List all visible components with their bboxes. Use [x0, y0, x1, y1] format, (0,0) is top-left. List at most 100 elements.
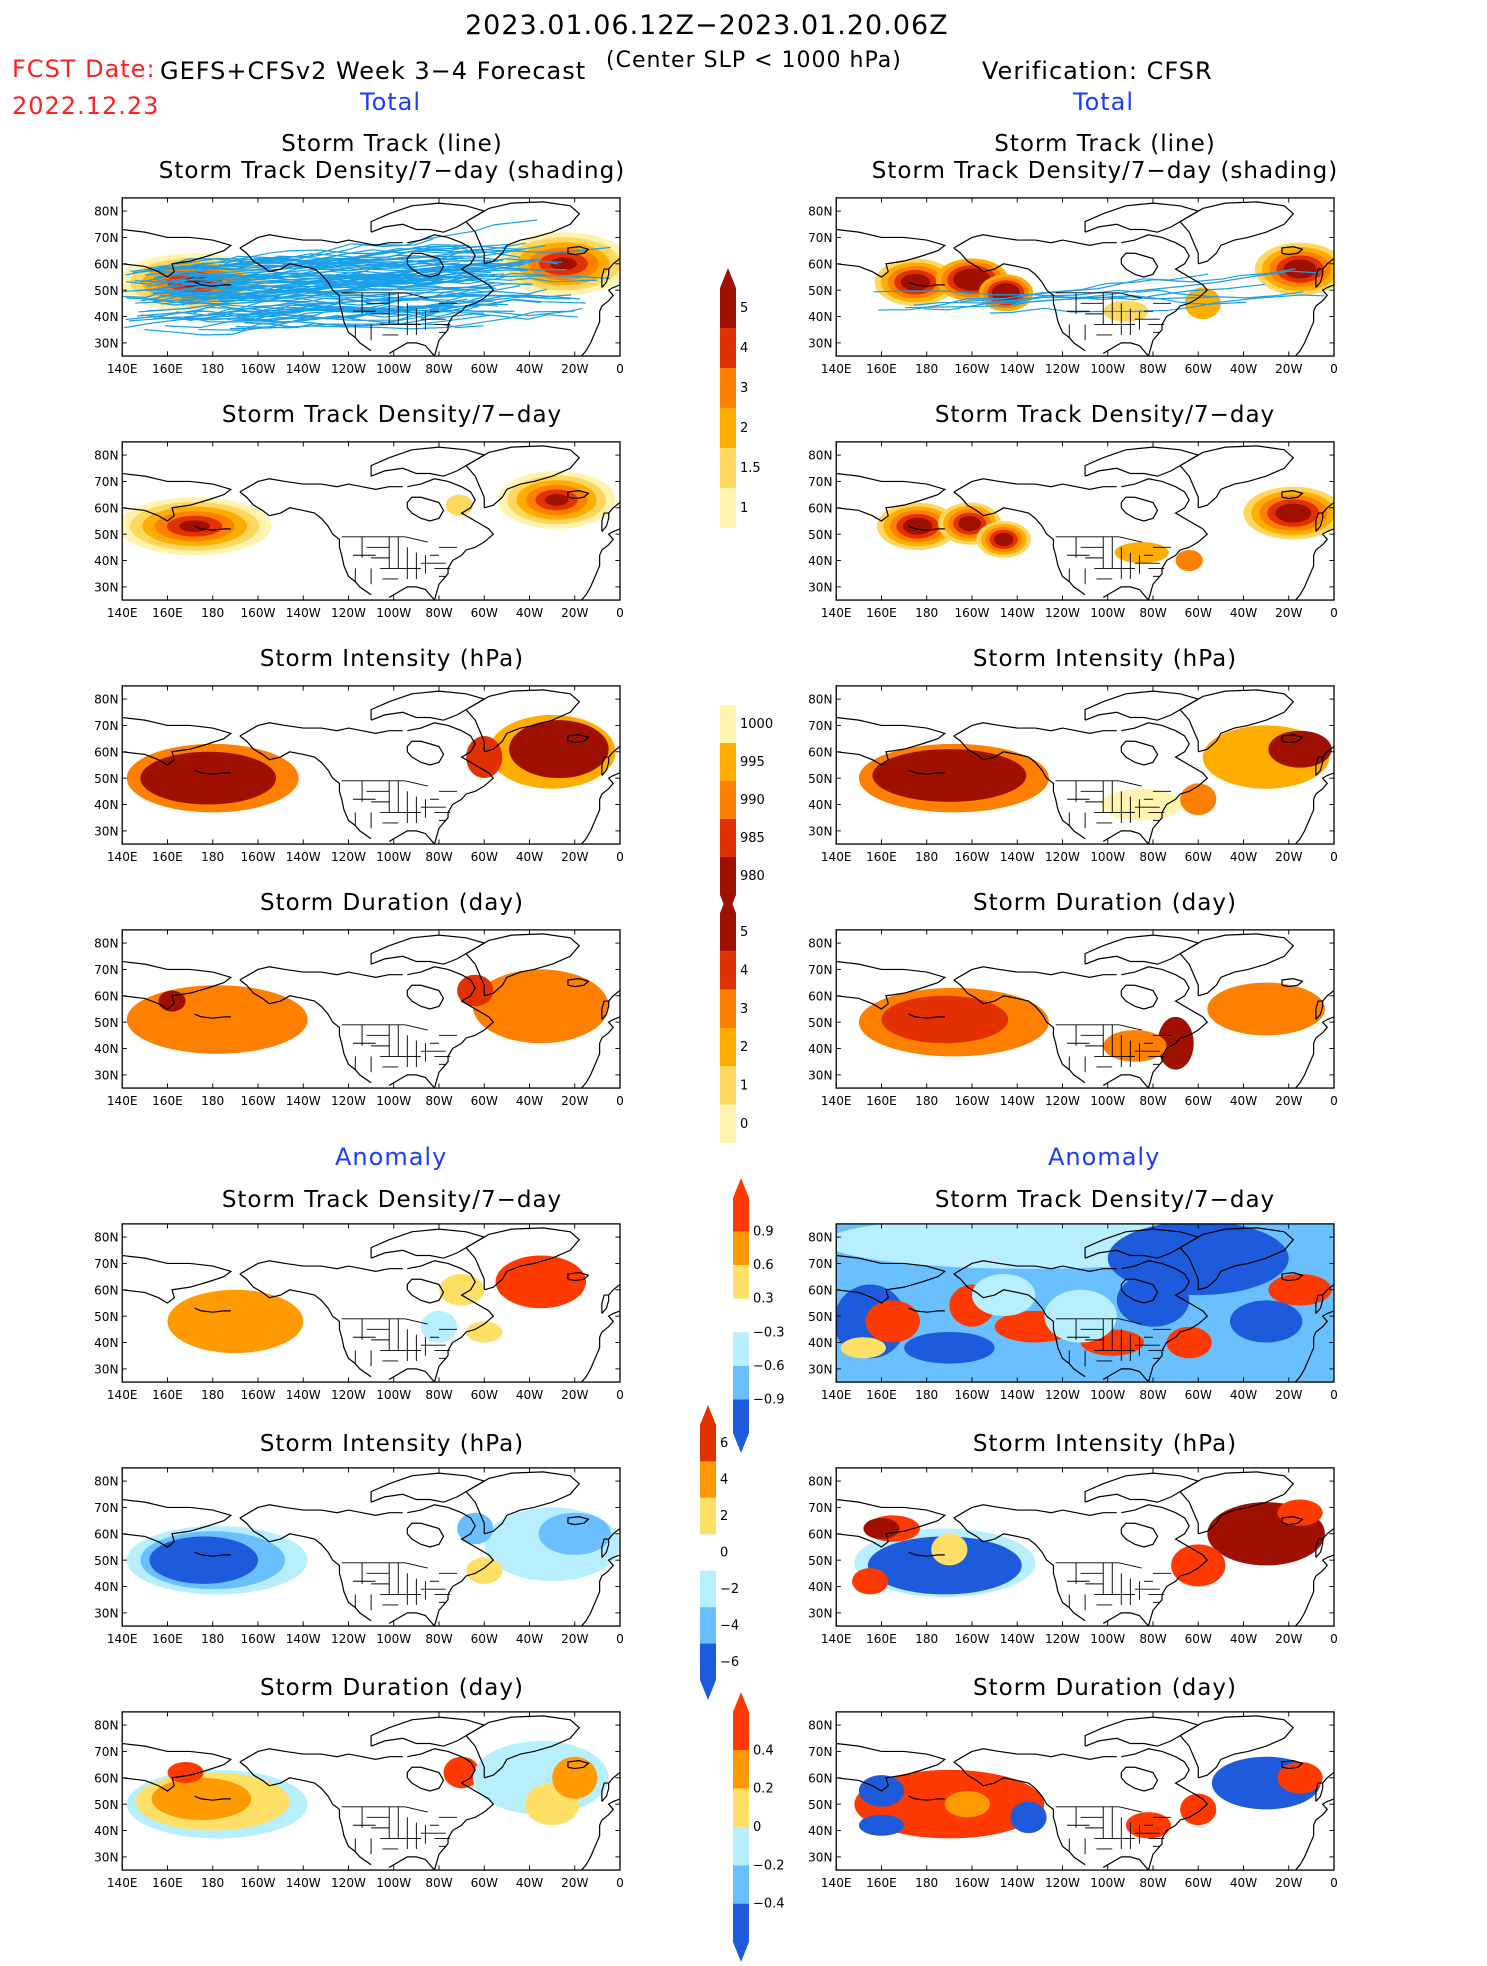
- title-intensity-left: Storm Intensity (hPa): [259, 646, 525, 672]
- lat-tick-label: 50N: [94, 772, 118, 786]
- lon-tick-label: 0: [616, 362, 624, 376]
- lon-tick-label: 160W: [954, 1094, 989, 1108]
- lat-tick-label: 80N: [94, 1719, 118, 1733]
- lon-tick-label: 180: [201, 850, 224, 864]
- lon-tick-label: 20W: [561, 1632, 588, 1646]
- colorbar-label: 0.9: [753, 1225, 774, 1240]
- lon-tick-label: 60W: [471, 362, 498, 376]
- map-panel: 140E 160E 180 160W 140W 120W 100W 80W 60W 40W 20W 0…: [808, 1461, 1338, 1659]
- lat-tick-label: 40N: [808, 1042, 832, 1056]
- lat-tick-label: 60N: [808, 501, 832, 515]
- lat-tick-label: 60N: [94, 1283, 118, 1297]
- colorbar-density: 5 4 3 2 1.5 1: [720, 268, 790, 552]
- lon-tick-label: 120W: [331, 606, 366, 620]
- lon-tick-label: 140E: [107, 1094, 138, 1108]
- lat-tick-label: 70N: [94, 231, 118, 245]
- title-track-line-left: Storm Track (line): [281, 131, 503, 157]
- lat-tick-label: 60N: [808, 1283, 832, 1297]
- lon-tick-label: 160W: [954, 362, 989, 376]
- lon-tick-label: 40W: [516, 1094, 543, 1108]
- lon-tick-label: 100W: [1090, 1388, 1125, 1402]
- lat-tick-label: 50N: [808, 772, 832, 786]
- colorbar-label: −2: [720, 1582, 739, 1597]
- lat-tick-label: 40N: [94, 1336, 118, 1350]
- colorbar-duration: 5 4 3 2 1 0: [720, 893, 790, 1167]
- total-label-right: Total: [1073, 88, 1135, 116]
- lon-tick-label: 140E: [107, 606, 138, 620]
- map-panel: 140E 160E 180 160W 140W 120W 100W 80W 60W 40W 20W 0…: [94, 1705, 624, 1903]
- title-intensity-right: Storm Intensity (hPa): [972, 646, 1238, 672]
- lon-tick-label: 0: [1330, 1632, 1338, 1646]
- lat-tick-label: 70N: [94, 1745, 118, 1759]
- lon-tick-label: 20W: [561, 362, 588, 376]
- lon-tick-label: 180: [201, 1632, 224, 1646]
- colorbar-label: −0.3: [753, 1325, 785, 1340]
- lon-tick-label: 140W: [1000, 362, 1035, 376]
- lon-tick-label: 60W: [1185, 1094, 1212, 1108]
- lat-tick-label: 40N: [808, 1824, 832, 1838]
- lon-tick-label: 100W: [1090, 362, 1125, 376]
- map-panel: 140E 160E 180 160W 140W 120W 100W 80W 60W 40W 20W 0…: [94, 435, 624, 633]
- lon-tick-label: 160E: [866, 850, 897, 864]
- lon-tick-label: 120W: [1045, 1632, 1080, 1646]
- lon-tick-label: 160W: [240, 1388, 275, 1402]
- lon-tick-label: 60W: [471, 1094, 498, 1108]
- title-anom-duration-right: Storm Duration (day): [973, 1675, 1237, 1701]
- lat-tick-label: 40N: [808, 1336, 832, 1350]
- lon-tick-label: 20W: [561, 1094, 588, 1108]
- lon-tick-label: 100W: [376, 606, 411, 620]
- lon-tick-label: 40W: [516, 606, 543, 620]
- lon-tick-label: 160E: [152, 1388, 183, 1402]
- colorbar-intensity: 1000 995 990 985 980: [720, 685, 790, 919]
- colorbar-label: 5: [740, 301, 748, 316]
- lat-tick-label: 30N: [94, 825, 118, 839]
- lon-tick-label: 120W: [331, 1632, 366, 1646]
- fcst-date-label: FCST Date:: [12, 55, 156, 83]
- lon-tick-label: 60W: [1185, 362, 1212, 376]
- lon-tick-label: 120W: [1045, 1388, 1080, 1402]
- lon-tick-label: 120W: [1045, 362, 1080, 376]
- lon-tick-label: 140W: [286, 362, 321, 376]
- colorbar-label: 0.4: [753, 1743, 774, 1758]
- lon-tick-label: 80W: [425, 606, 452, 620]
- lon-tick-label: 120W: [331, 1094, 366, 1108]
- lon-tick-label: 80W: [425, 850, 452, 864]
- lon-tick-label: 100W: [376, 1876, 411, 1890]
- lat-tick-label: 50N: [808, 284, 832, 298]
- lon-tick-label: 80W: [425, 1632, 452, 1646]
- lon-tick-label: 180: [201, 1094, 224, 1108]
- title-anom-duration-left: Storm Duration (day): [260, 1675, 524, 1701]
- fcst-date-value: 2022.12.23: [12, 92, 160, 120]
- lon-tick-label: 180: [915, 850, 938, 864]
- lon-tick-label: 140W: [1000, 606, 1035, 620]
- lat-tick-label: 70N: [94, 475, 118, 489]
- colorbar-label: 6: [720, 1436, 728, 1451]
- colorbar-label: 1: [740, 1079, 748, 1094]
- lon-tick-label: 140E: [821, 1388, 852, 1402]
- lat-tick-label: 40N: [94, 310, 118, 324]
- colorbar-label: −0.4: [753, 1897, 785, 1912]
- lon-tick-label: 20W: [561, 1388, 588, 1402]
- lon-tick-label: 0: [1330, 1876, 1338, 1890]
- lon-tick-label: 40W: [1230, 606, 1257, 620]
- lon-tick-label: 140E: [821, 850, 852, 864]
- lon-tick-label: 40W: [1230, 362, 1257, 376]
- lon-tick-label: 120W: [331, 850, 366, 864]
- lat-tick-label: 40N: [94, 1580, 118, 1594]
- colorbar-label: 0: [753, 1820, 761, 1835]
- lon-tick-label: 60W: [1185, 850, 1212, 864]
- lon-tick-label: 40W: [516, 1388, 543, 1402]
- lon-tick-label: 160E: [866, 362, 897, 376]
- lon-tick-label: 20W: [1275, 606, 1302, 620]
- lon-tick-label: 160W: [954, 1876, 989, 1890]
- map-panel: 140E 160E 180 160W 140W 120W 100W 80W 60W 40W 20W 0…: [808, 679, 1338, 877]
- colorbar-label: 985: [740, 831, 765, 846]
- lon-tick-label: 20W: [561, 1876, 588, 1890]
- title-anom-intensity-left: Storm Intensity (hPa): [259, 1431, 525, 1457]
- lon-tick-label: 100W: [376, 1094, 411, 1108]
- lon-tick-label: 100W: [376, 362, 411, 376]
- lat-tick-label: 80N: [808, 1719, 832, 1733]
- lat-tick-label: 60N: [808, 257, 832, 271]
- map-panel: 140E 160E 180 160W 140W 120W 100W 80W 60W 40W 20W 0…: [808, 1705, 1338, 1903]
- lat-tick-label: 60N: [808, 1527, 832, 1541]
